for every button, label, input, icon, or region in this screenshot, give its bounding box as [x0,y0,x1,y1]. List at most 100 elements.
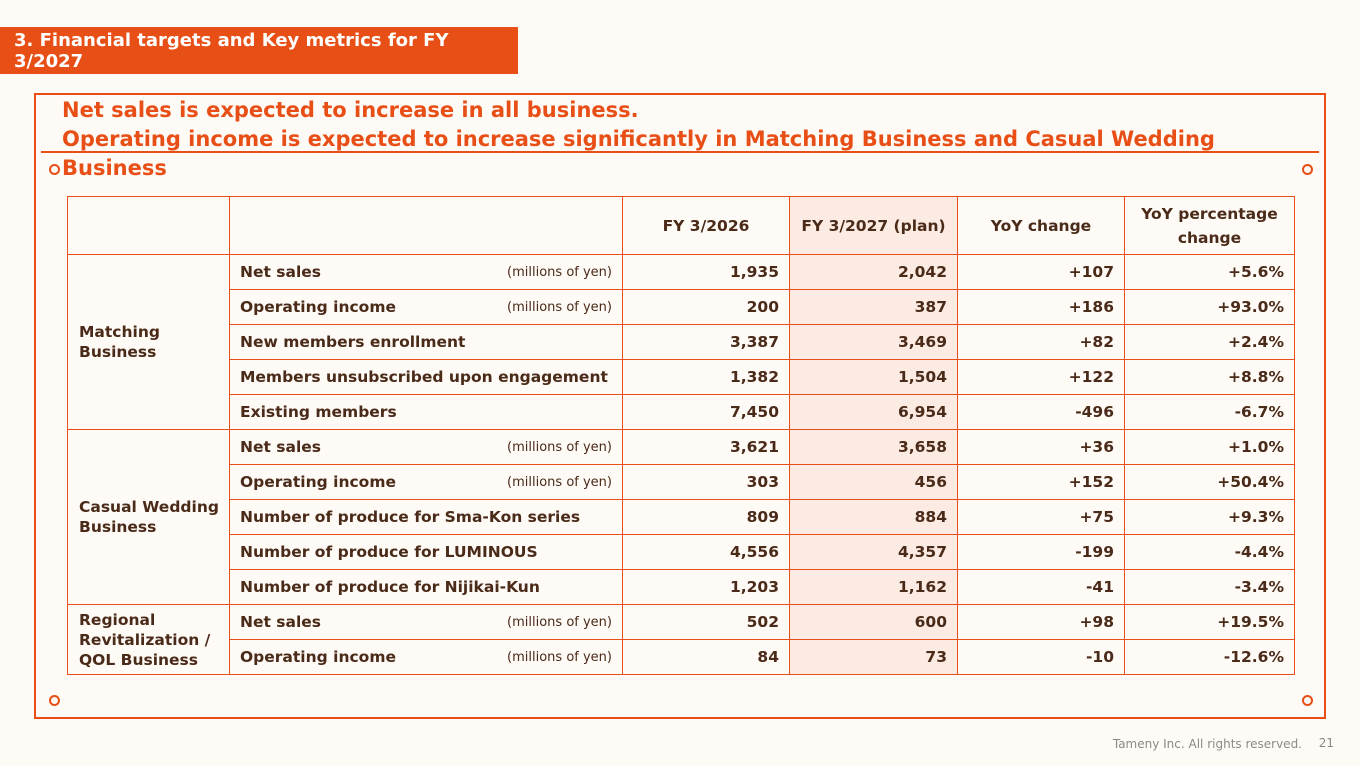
value-yoy-change: +152 [957,464,1125,500]
metric-label: Operating income [240,648,396,666]
metric-label: Net sales [240,438,322,456]
headline-divider [41,151,1319,153]
table-row: Operating income (millions of yen) 84 73 -10… [68,639,1295,675]
content-frame [34,93,1326,719]
value-yoy-percentage: +93.0% [1124,289,1295,325]
value-fy2026: 809 [622,499,790,535]
value-fy2026: 7,450 [622,394,790,430]
corner-dot-icon [49,164,60,175]
metric-cell: New members enrollment [229,324,623,360]
column-header-fy2026: FY 3/2026 [622,196,790,255]
metric-cell: Number of produce for Nijikai-Kun [229,569,623,605]
metric-label: Members unsubscribed upon engagement [240,368,608,386]
table-row: Number of produce for Sma-Kon series 809 8… [68,499,1295,535]
metrics-table: FY 3/2026 FY 3/2027 (plan) YoY change Yo… [67,196,1295,675]
value-fy2027-plan: 387 [789,289,958,325]
value-yoy-percentage: +19.5% [1124,604,1295,640]
metric-unit: (millions of yen) [507,439,612,455]
column-header-yoy-change: YoY change [957,196,1125,255]
metric-unit: (millions of yen) [507,474,612,490]
metric-label: Net sales [240,263,322,281]
value-fy2027-plan: 3,469 [789,324,958,360]
value-yoy-change: +107 [957,254,1125,290]
value-fy2027-plan: 456 [789,464,958,500]
metric-cell: Net sales (millions of yen) [229,429,623,465]
metric-unit: (millions of yen) [507,264,612,280]
value-fy2026: 1,203 [622,569,790,605]
table-row: Matching Business Net sales (millions of y… [67,254,1295,430]
section-title: 3. Financial targets and Key metrics for… [0,27,518,74]
segment-name: Casual Wedding Business [67,429,230,605]
value-fy2027-plan: 600 [789,604,958,640]
value-yoy-percentage: -4.4% [1124,534,1295,570]
value-yoy-percentage: -3.4% [1124,569,1295,605]
metric-cell: Net sales (millions of yen) [229,254,623,290]
value-yoy-percentage: -12.6% [1124,639,1295,675]
value-yoy-change: +186 [957,289,1125,325]
table-row: Operating income (millions of yen) 303 456 +… [68,464,1295,500]
value-yoy-change: +36 [957,429,1125,465]
value-fy2026: 1,935 [622,254,790,290]
value-fy2026: 3,621 [622,429,790,465]
value-fy2026: 1,382 [622,359,790,395]
headline-line-1: Net sales is expected to increase in all… [62,98,639,122]
value-yoy-percentage: +9.3% [1124,499,1295,535]
value-fy2027-plan: 1,162 [789,569,958,605]
table-row: Existing members 7,450 6,954 -496 -6.7% [68,394,1295,430]
value-yoy-percentage: -6.7% [1124,394,1295,430]
column-header [229,196,623,255]
value-fy2027-plan: 884 [789,499,958,535]
page-number: 21 [1318,736,1334,750]
segment-name: Regional Revitalization / QOL Business [67,604,230,675]
value-fy2026: 84 [622,639,790,675]
metric-label: Existing members [240,403,397,421]
metric-cell: Operating income (millions of yen) [229,464,623,500]
table-row: Regional Revitalization / QOL Business Ne… [67,604,1295,675]
column-header [67,196,230,255]
value-fy2026: 200 [622,289,790,325]
corner-dot-icon [1302,164,1313,175]
value-fy2027-plan: 2,042 [789,254,958,290]
value-fy2026: 502 [622,604,790,640]
headline: Net sales is expected to increase in all… [62,96,1312,183]
metric-cell: Net sales (millions of yen) [229,604,623,640]
value-yoy-change: +122 [957,359,1125,395]
value-yoy-percentage: +2.4% [1124,324,1295,360]
value-fy2027-plan: 6,954 [789,394,958,430]
value-fy2027-plan: 4,357 [789,534,958,570]
table-header-row: FY 3/2026 FY 3/2027 (plan) YoY change Yo… [67,196,1295,255]
value-yoy-change: -41 [957,569,1125,605]
table-row: Members unsubscribed upon engagement 1,38… [68,359,1295,395]
value-fy2027-plan: 73 [789,639,958,675]
metric-label: Operating income [240,298,396,316]
headline-line-2: Operating income is expected to increase… [62,127,1215,180]
table-row: Casual Wedding Business Net sales (million… [67,429,1295,605]
metric-unit: (millions of yen) [507,614,612,630]
corner-dot-icon [49,695,60,706]
column-header-yoy-percentage: YoY percentage change [1124,196,1295,255]
metric-unit: (millions of yen) [507,649,612,665]
value-fy2027-plan: 1,504 [789,359,958,395]
metric-label: New members enrollment [240,333,466,351]
metric-cell: Number of produce for LUMINOUS [229,534,623,570]
value-yoy-change: -199 [957,534,1125,570]
corner-dot-icon [1302,695,1313,706]
metric-label: Number of produce for Nijikai-Kun [240,578,540,596]
table-row: Operating income (millions of yen) 200 387 +… [68,289,1295,325]
metric-cell: Number of produce for Sma-Kon series [229,499,623,535]
table-row: Number of produce for Nijikai-Kun 1,203 1,… [68,569,1295,605]
value-yoy-percentage: +5.6% [1124,254,1295,290]
table-row: New members enrollment 3,387 3,469 +82 +2.4% [68,324,1295,360]
metric-unit: (millions of yen) [507,299,612,315]
metric-cell: Members unsubscribed upon engagement [229,359,623,395]
metric-cell: Operating income (millions of yen) [229,289,623,325]
value-yoy-change: +75 [957,499,1125,535]
metric-cell: Operating income (millions of yen) [229,639,623,675]
value-yoy-percentage: +50.4% [1124,464,1295,500]
value-yoy-change: -496 [957,394,1125,430]
value-yoy-percentage: +1.0% [1124,429,1295,465]
value-yoy-change: -10 [957,639,1125,675]
value-fy2026: 3,387 [622,324,790,360]
metric-cell: Existing members [229,394,623,430]
copyright-text: Tameny Inc. All rights reserved. [1112,737,1302,751]
